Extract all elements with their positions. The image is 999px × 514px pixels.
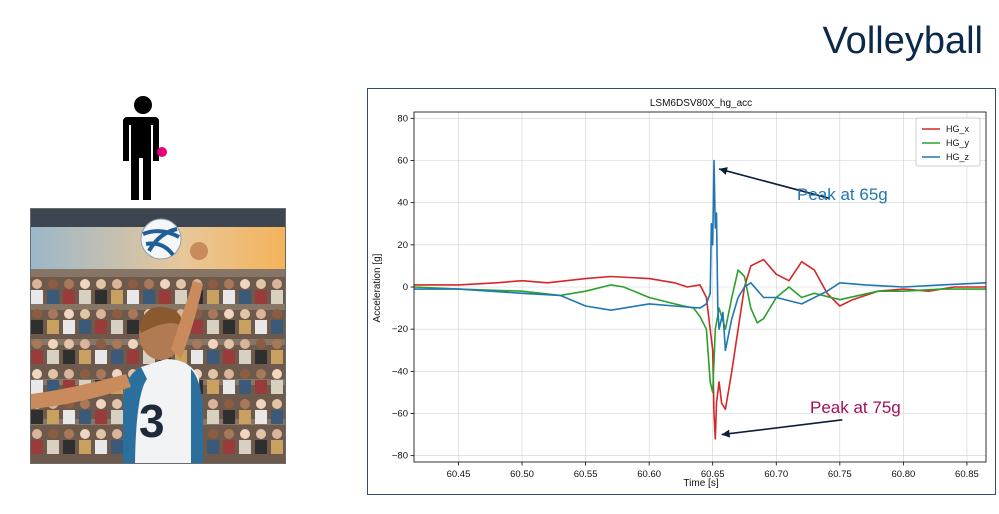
x-tick-label: 60.55 — [574, 469, 598, 480]
legend-label: HG_y — [946, 138, 970, 148]
peak-x-arrow — [721, 419, 843, 436]
y-tick-label: 0 — [403, 282, 408, 293]
chart-title: LSM6DSV80X_hg_acc — [650, 98, 752, 109]
peak-z-arrow — [718, 168, 830, 200]
x-tick-label: 60.50 — [510, 469, 534, 480]
peak-z-annotation: Peak at 65g — [797, 185, 888, 204]
slide-title: Volleyball — [822, 20, 983, 62]
peak-x-annotation: Peak at 75g — [810, 398, 901, 417]
chart-container: LSM6DSV80X_hg_acc Time [s] Acceleration … — [367, 88, 996, 495]
wrist-sensor-marker — [157, 147, 167, 157]
y-tick-label: 60 — [397, 155, 408, 166]
acceleration-chart: LSM6DSV80X_hg_acc Time [s] Acceleration … — [372, 98, 987, 489]
jersey-number: 3 — [139, 395, 165, 447]
x-tick-label: 60.70 — [764, 469, 788, 480]
y-tick-label: 40 — [397, 198, 408, 209]
legend: HG_x HG_y HG_z — [915, 117, 981, 167]
y-tick-label: −80 — [392, 451, 408, 462]
legend-label: HG_x — [946, 124, 970, 134]
legend-label: HG_z — [946, 152, 970, 162]
person-wrist-sensor-icon — [123, 96, 167, 200]
x-tick-label: 60.65 — [701, 469, 725, 480]
x-tick-label: 60.75 — [828, 469, 852, 480]
x-tick-label: 60.60 — [637, 469, 661, 480]
y-axis-label: Acceleration [g] — [372, 253, 383, 322]
y-tick-label: −60 — [392, 409, 408, 420]
peak-x-arrow-head — [721, 429, 731, 438]
series-line-hg-y — [413, 269, 986, 394]
x-tick-label: 60.45 — [447, 469, 471, 480]
series-line-hg-z — [414, 159, 987, 352]
x-tick-label: 60.80 — [891, 469, 915, 480]
legend-box — [915, 117, 981, 167]
y-tick-label: 20 — [397, 240, 408, 251]
person-body — [123, 117, 159, 200]
peak-z-arrow-head — [719, 167, 728, 175]
y-tick-label: −20 — [392, 324, 408, 335]
series-line-hg-x — [414, 258, 986, 440]
y-tick-label: 80 — [397, 113, 408, 124]
plot-area — [413, 111, 987, 463]
x-axis-label: Time [s] — [683, 478, 718, 489]
x-tick-label: 60.85 — [955, 469, 979, 480]
person-head — [134, 96, 152, 114]
volleyball-serve-photo: 3 — [30, 208, 286, 464]
y-tick-label: −40 — [392, 366, 408, 377]
